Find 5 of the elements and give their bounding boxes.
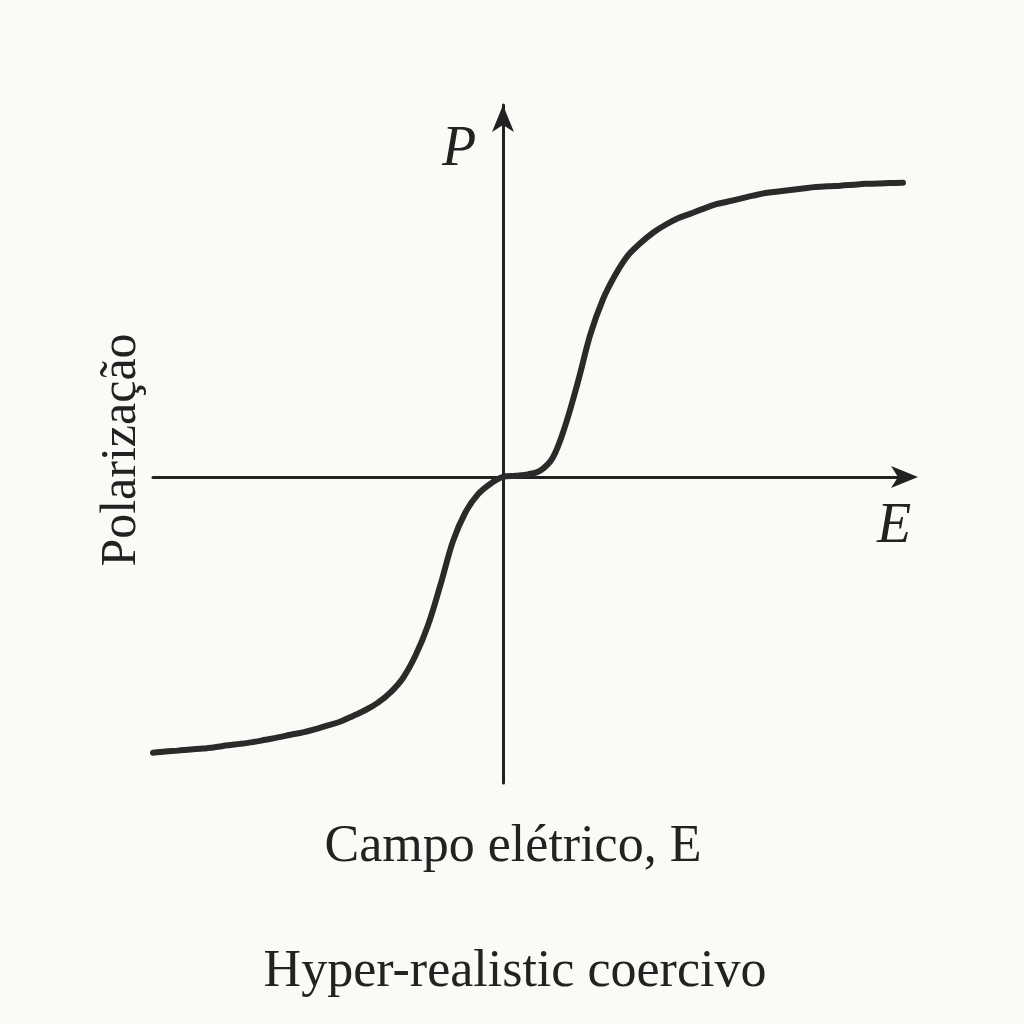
text: Hyper-realistic coercivo: [263, 939, 767, 997]
annotation: E: [875, 491, 912, 554]
text: P: [440, 115, 477, 177]
x-axis-title: Campo elétrico, E: [324, 814, 702, 872]
y-axis-title: Polarização: [90, 333, 146, 567]
